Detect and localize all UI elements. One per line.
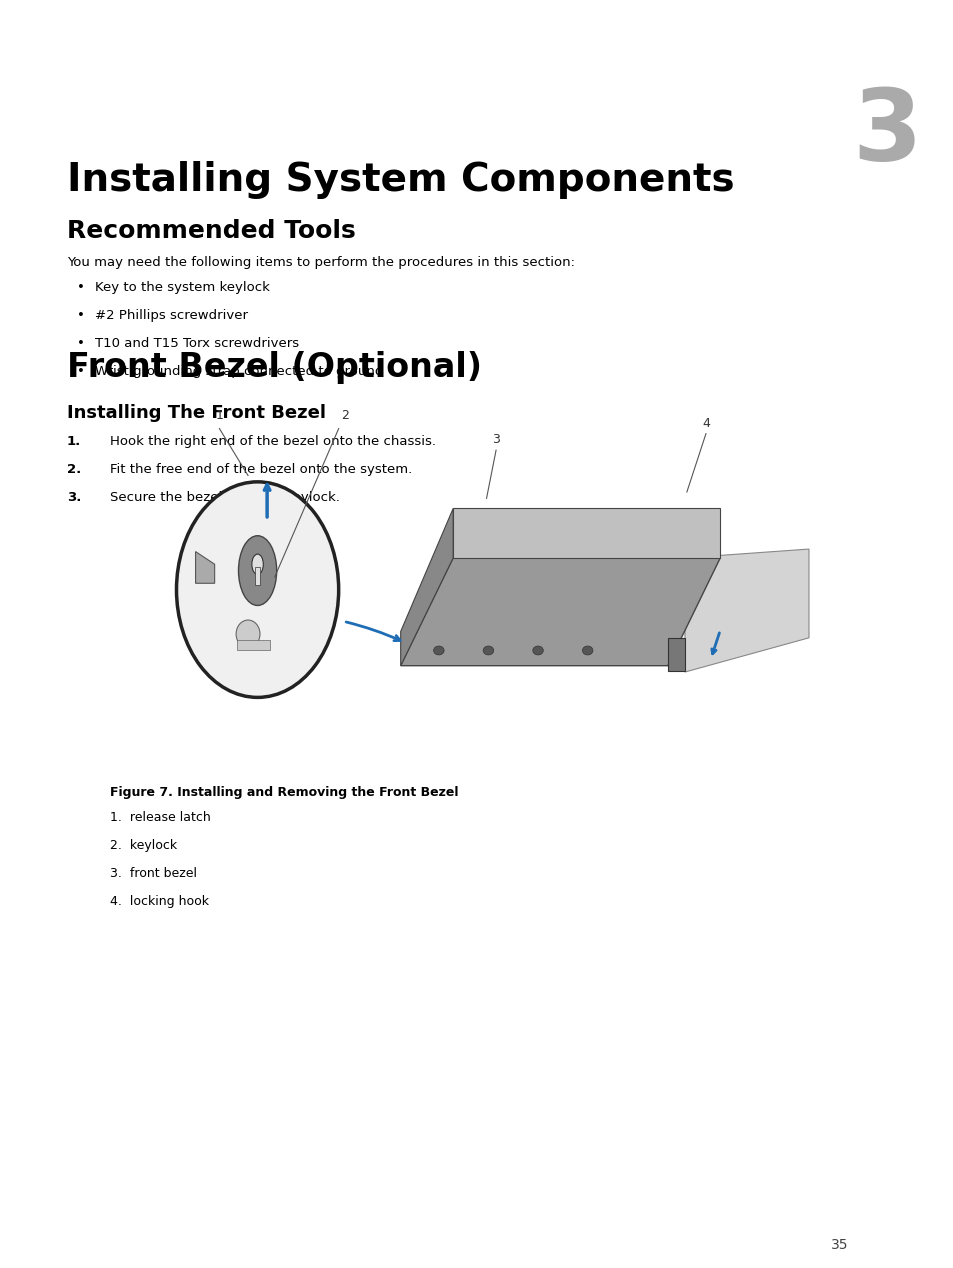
Text: Key to the system keylock: Key to the system keylock <box>95 281 270 294</box>
Ellipse shape <box>433 647 444 654</box>
Ellipse shape <box>238 535 276 605</box>
Text: 4: 4 <box>701 417 709 430</box>
Polygon shape <box>453 508 720 558</box>
Text: 3: 3 <box>492 434 499 446</box>
Text: •: • <box>77 365 85 378</box>
Text: Installing The Front Bezel: Installing The Front Bezel <box>67 404 325 422</box>
Text: 1.  release latch: 1. release latch <box>110 812 211 824</box>
Text: 3: 3 <box>852 85 921 181</box>
Text: 2.  keylock: 2. keylock <box>110 839 176 852</box>
Polygon shape <box>400 558 720 666</box>
FancyBboxPatch shape <box>236 640 270 650</box>
Text: Fit the free end of the bezel onto the system.: Fit the free end of the bezel onto the s… <box>110 463 412 476</box>
Ellipse shape <box>236 620 259 648</box>
Text: 2: 2 <box>341 410 349 422</box>
Text: Wrist grounding strap connected to ground: Wrist grounding strap connected to groun… <box>95 365 383 378</box>
Polygon shape <box>684 549 808 672</box>
FancyArrowPatch shape <box>346 623 399 640</box>
Polygon shape <box>195 552 214 583</box>
FancyArrowPatch shape <box>711 633 719 654</box>
Text: 4.  locking hook: 4. locking hook <box>110 895 209 908</box>
Text: #2 Phillips screwdriver: #2 Phillips screwdriver <box>95 309 248 322</box>
Text: •: • <box>77 337 85 350</box>
Text: 3.: 3. <box>67 491 81 503</box>
Polygon shape <box>400 508 453 666</box>
Text: Installing System Components: Installing System Components <box>67 161 734 199</box>
Text: Secure the bezel with the keylock.: Secure the bezel with the keylock. <box>110 491 339 503</box>
Text: Figure 7. Installing and Removing the Front Bezel: Figure 7. Installing and Removing the Fr… <box>110 786 457 799</box>
Text: 3.  front bezel: 3. front bezel <box>110 867 196 880</box>
Ellipse shape <box>482 647 494 654</box>
FancyArrowPatch shape <box>264 484 270 517</box>
Circle shape <box>176 482 338 697</box>
Polygon shape <box>667 638 684 671</box>
Text: •: • <box>77 309 85 322</box>
Ellipse shape <box>581 647 592 654</box>
Text: •: • <box>77 281 85 294</box>
Text: Recommended Tools: Recommended Tools <box>67 219 355 242</box>
Text: You may need the following items to perform the procedures in this section:: You may need the following items to perf… <box>67 256 574 269</box>
Text: Front Bezel (Optional): Front Bezel (Optional) <box>67 351 481 384</box>
Text: 35: 35 <box>830 1238 847 1253</box>
Text: T10 and T15 Torx screwdrivers: T10 and T15 Torx screwdrivers <box>95 337 299 350</box>
Ellipse shape <box>532 647 542 654</box>
Text: 2.: 2. <box>67 463 81 476</box>
Text: 1.: 1. <box>67 435 81 448</box>
Text: Hook the right end of the bezel onto the chassis.: Hook the right end of the bezel onto the… <box>110 435 436 448</box>
FancyBboxPatch shape <box>254 567 260 585</box>
Text: 1: 1 <box>215 410 223 422</box>
Ellipse shape <box>252 554 263 574</box>
